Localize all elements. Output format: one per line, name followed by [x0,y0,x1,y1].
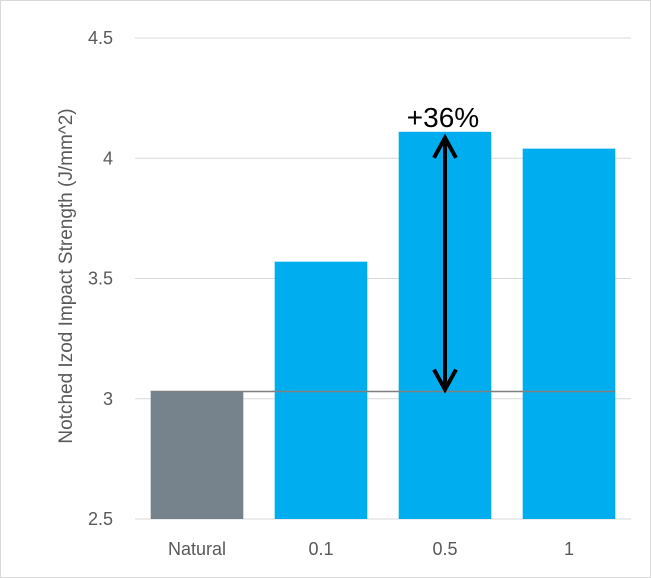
y-tick-label: 3.5 [88,269,113,289]
bars [150,131,616,520]
bar-0-1 [274,261,368,519]
y-tick-labels: 2.5 3 3.5 4 4.5 [88,28,113,529]
y-tick-label: 4.5 [88,28,113,48]
arrow-head-down [432,368,458,394]
bar-1 [522,148,616,519]
y-tick-label: 2.5 [88,509,113,529]
x-tick-label: Natural [168,539,226,559]
x-tick-label: 1 [564,539,574,559]
annotation-group: +36% [407,102,479,394]
percent-increase-label: +36% [407,102,479,133]
bar-natural [150,391,244,519]
y-tick-label: 3 [103,389,113,409]
x-tick-label: 0.5 [432,539,457,559]
y-tick-label: 4 [103,148,113,168]
arrow-head-up [432,133,458,159]
x-tick-labels: Natural 0.1 0.5 1 [168,539,574,559]
x-tick-label: 0.1 [308,539,333,559]
y-axis-title: Notched Izod Impact Strength (J/mm^2) [56,108,77,443]
